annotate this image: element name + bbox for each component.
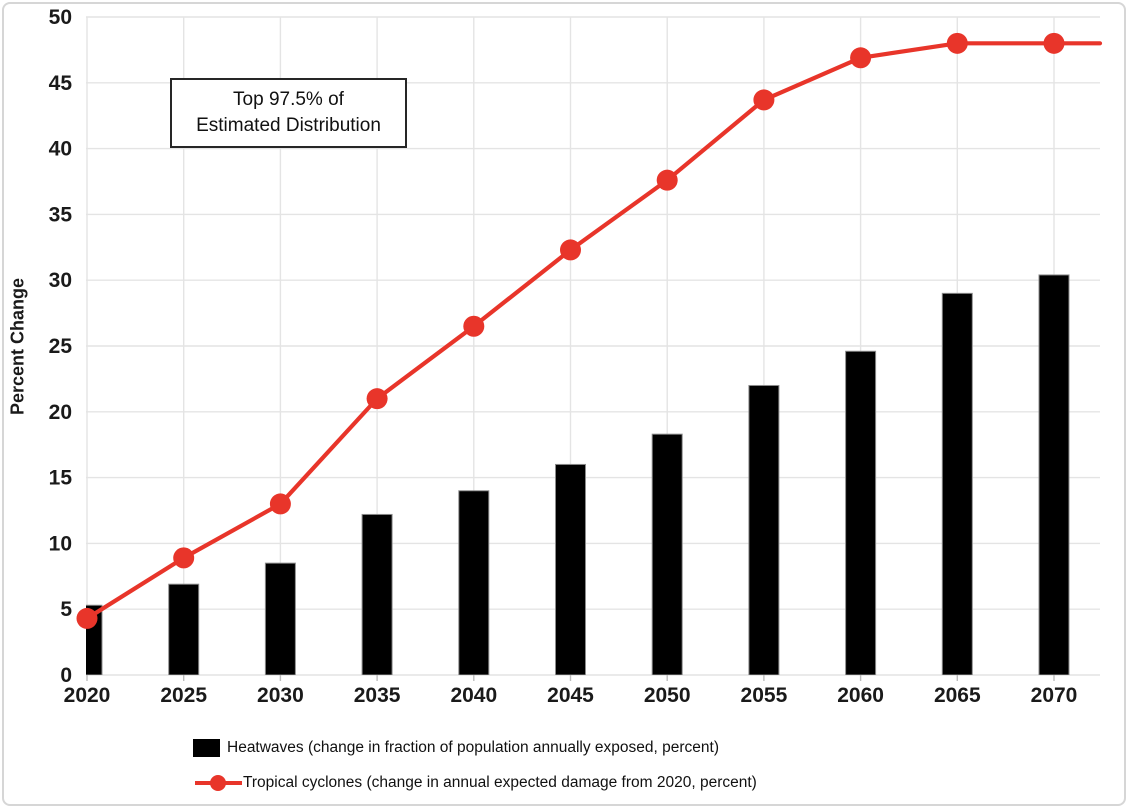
bar-2040 [458, 490, 490, 675]
x-tick-label: 2030 [257, 684, 304, 707]
marker-2040 [463, 315, 485, 337]
bar-2070 [1038, 274, 1070, 675]
bar-2030 [264, 562, 296, 675]
x-tick-label: 2045 [547, 684, 594, 707]
bar-2045 [555, 463, 586, 675]
marker-2030 [269, 493, 291, 515]
x-tick-label: 2065 [934, 684, 981, 707]
heatwaves-swatch-icon [193, 738, 220, 757]
marker-2025 [173, 547, 195, 569]
legend-label-heatwaves: Heatwaves (change in fraction of populat… [227, 738, 720, 756]
legend-item-tropical-cyclones: Tropical cyclones (change in annual expe… [195, 774, 757, 792]
legend-item-heatwaves: Heatwaves (change in fraction of populat… [193, 738, 719, 757]
x-tick-label: 2020 [64, 684, 111, 707]
y-tick-label: 5 [60, 598, 72, 621]
y-tick-label: 25 [49, 335, 73, 358]
y-tick-label: 40 [49, 138, 72, 161]
y-axis-title: Percent Change [7, 277, 28, 416]
marker-2020 [76, 607, 98, 629]
y-tick-label: 15 [49, 467, 73, 490]
annotation-line-2: Estimated Distribution [196, 115, 381, 136]
annotation-box: Top 97.5% of Estimated Distribution [170, 78, 407, 148]
x-tick-label: 2050 [644, 684, 691, 707]
y-tick-label: 50 [49, 6, 72, 29]
bar-2025 [168, 583, 200, 675]
tropical-cyclones-marker-icon [195, 774, 242, 792]
x-tick-label: 2035 [354, 684, 401, 707]
y-tick-label: 20 [49, 401, 72, 424]
annotation-line-1: Top 97.5% of [233, 89, 344, 111]
x-tick-label: 2040 [450, 684, 497, 707]
marker-2065 [946, 32, 968, 54]
marker-2060 [850, 47, 872, 69]
marker-2045 [560, 239, 581, 261]
y-tick-label: 45 [49, 72, 73, 95]
x-tick-label: 2025 [160, 684, 207, 707]
bar-2050 [651, 433, 683, 675]
bar-2065 [941, 292, 973, 675]
bar-2060 [845, 350, 877, 675]
marker-2050 [656, 169, 678, 191]
x-tick-label: 2060 [837, 684, 884, 707]
tropical-cyclones-line [84, 41, 1103, 621]
bar-2055 [748, 384, 780, 675]
y-tick-label: 0 [60, 664, 72, 687]
marker-2070 [1043, 32, 1065, 54]
y-tick-label: 35 [49, 203, 73, 226]
bar-2035 [361, 513, 393, 675]
y-tick-label: 10 [49, 532, 72, 555]
x-tick-label: 2055 [741, 684, 788, 707]
marker-2055 [753, 89, 775, 111]
marker-2035 [366, 388, 388, 410]
x-tick-label: 2070 [1031, 684, 1078, 707]
legend-label-tropical-cyclones: Tropical cyclones (change in annual expe… [243, 774, 757, 791]
y-tick-label: 30 [49, 269, 72, 292]
